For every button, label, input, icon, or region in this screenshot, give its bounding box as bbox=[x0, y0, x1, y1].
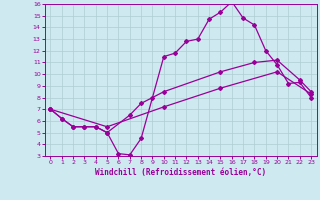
X-axis label: Windchill (Refroidissement éolien,°C): Windchill (Refroidissement éolien,°C) bbox=[95, 168, 266, 177]
